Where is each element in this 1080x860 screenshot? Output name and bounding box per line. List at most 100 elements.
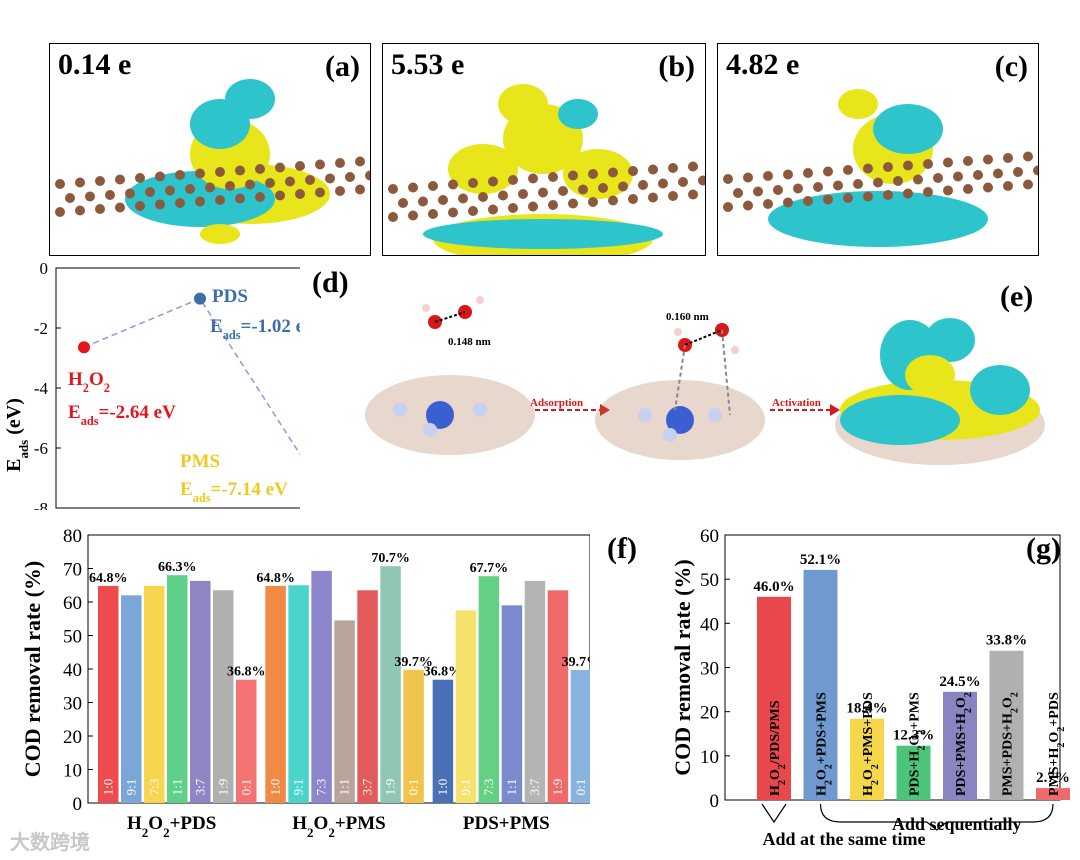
bar	[311, 570, 332, 803]
carbon-atom	[923, 187, 933, 197]
charge-label-a: 0.14 e	[58, 48, 132, 81]
carbon-atom	[1033, 165, 1038, 176]
carbon-atom	[388, 184, 398, 194]
ratio-label: 9:1	[291, 779, 306, 796]
ratio-label: 0:1	[406, 779, 421, 796]
carbon-atom	[345, 172, 355, 182]
carbon-atom	[508, 175, 518, 185]
y-tick-label: 80	[63, 526, 82, 547]
carbon-atom	[398, 198, 408, 208]
bar	[547, 590, 569, 803]
data-point-pds	[194, 292, 206, 305]
carbon-atom	[783, 197, 793, 208]
panel-label-c: (c)	[994, 50, 1028, 83]
ratio-label: 9:1	[458, 779, 473, 796]
bar	[288, 585, 309, 803]
chart-d: 0 -2 -4 -6 -8 Eads (eV) H2O2 Eads=-2.64 eV PDS Ea…	[3, 260, 300, 510]
value-label: 33.8%	[986, 633, 1027, 649]
carbon-atom	[688, 189, 698, 200]
carbon-atom	[215, 195, 225, 205]
ratio-label: 1:1	[169, 779, 184, 796]
carbon-atom	[688, 161, 698, 172]
y-tick-label: 20	[63, 727, 82, 748]
bar	[98, 585, 119, 803]
carbon-atom	[608, 195, 618, 206]
carbon-atom	[305, 175, 315, 185]
carbon-atom	[883, 162, 893, 172]
carbon-atom	[953, 171, 963, 182]
carbon-atom	[658, 178, 668, 189]
carbon-atom	[1013, 167, 1023, 177]
carbon-atom	[803, 168, 813, 178]
carbon-atom	[733, 188, 743, 198]
carbon-atom	[648, 192, 658, 203]
bar	[943, 691, 977, 800]
carbon-atom	[275, 162, 285, 173]
value-label: 18.4%	[846, 701, 887, 717]
carbon-atom	[155, 171, 165, 182]
ratio-label: 1:9	[215, 779, 230, 796]
bar	[403, 670, 424, 803]
carbon-atom	[365, 170, 370, 181]
carbon-atom	[428, 209, 438, 219]
carbon-atom	[478, 192, 488, 202]
carbon-atom	[648, 164, 658, 175]
charge-label-b: 5.53 e	[391, 48, 465, 81]
carbon-atom	[598, 183, 608, 193]
carbon-atom	[678, 177, 688, 187]
point-label-h2o2: H2O2	[68, 369, 110, 395]
distance-label-1: 0.148 nm	[448, 336, 491, 348]
carbon-atom	[773, 185, 783, 195]
pristine-surface	[365, 375, 535, 455]
y-tick-label: -8	[34, 499, 48, 510]
carbon-atom	[95, 176, 105, 186]
carbon-atom	[388, 212, 398, 222]
y-tick-label: -6	[34, 439, 48, 458]
bar	[213, 590, 234, 803]
carbon-atom	[903, 160, 913, 171]
carbon-atom	[115, 202, 125, 213]
carbon-atom	[55, 179, 65, 189]
carbon-atom	[468, 206, 478, 216]
carbon-atom	[315, 187, 325, 198]
value-label: 36.8%	[227, 665, 266, 680]
carbon-atom	[628, 166, 638, 176]
carbon-atom	[783, 169, 793, 180]
carbon-atom	[468, 178, 478, 188]
carbon-atom	[105, 190, 115, 200]
carbon-atom	[823, 166, 833, 177]
carbon-atom	[255, 192, 265, 202]
y-tick-label: 0	[40, 260, 49, 278]
carbon-atom	[863, 191, 873, 202]
carbon-atom	[85, 191, 95, 202]
carbon-atom	[698, 175, 705, 186]
ratio-label: 1:0	[100, 779, 115, 796]
carbon-atom	[933, 173, 943, 183]
ratio-label: 3:7	[360, 778, 375, 795]
carbon-atom	[135, 173, 145, 183]
bar	[989, 650, 1024, 800]
carbon-atom	[488, 176, 498, 187]
ratio-label: 1:1	[337, 779, 352, 796]
carbon-atom	[355, 184, 365, 195]
adsorbed-surface	[595, 323, 765, 460]
carbon-atom	[115, 174, 125, 185]
carbon-atom	[763, 171, 773, 181]
energy-label-pms: Eads=-7.14 eV	[180, 479, 288, 505]
y-tick-label: 0	[73, 794, 83, 815]
carbon-atom	[578, 184, 588, 195]
carbon-atom	[488, 204, 498, 215]
point-label-pms: PMS	[180, 451, 220, 472]
charge-density-image-c	[723, 89, 1038, 247]
carbon-atom	[215, 167, 225, 177]
panel-label-a: (a)	[325, 50, 360, 83]
h2o2-molecule-1	[422, 296, 484, 329]
carbon-atom	[245, 179, 255, 190]
group-label-sequential: Add sequentially	[892, 814, 1022, 834]
panel-label-d: (d)	[312, 266, 349, 299]
carbon-atom	[638, 180, 648, 190]
carbon-atom	[943, 185, 953, 196]
carbon-atom	[75, 205, 85, 216]
carbon-atom	[853, 179, 863, 189]
carbon-atom	[763, 199, 773, 209]
